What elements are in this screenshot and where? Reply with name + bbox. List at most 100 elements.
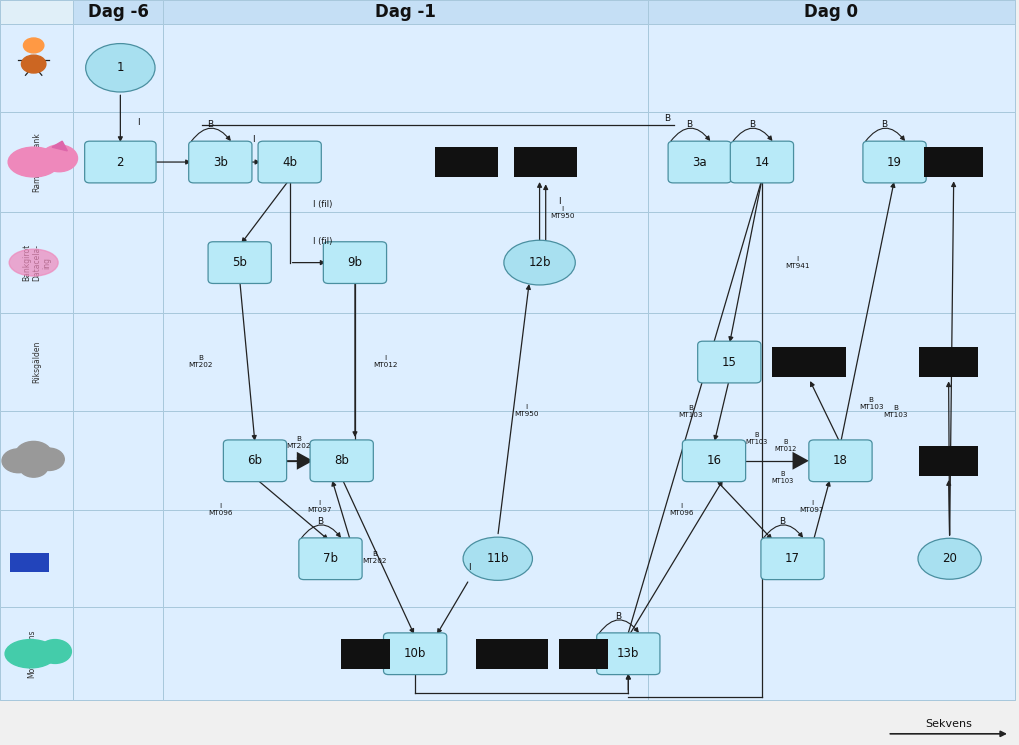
Text: Riksgälden: Riksgälden (33, 341, 41, 383)
Text: B
MT103: B MT103 (882, 405, 907, 418)
Text: 6b: 6b (248, 454, 262, 467)
Circle shape (34, 448, 64, 471)
Text: 17: 17 (785, 552, 799, 565)
FancyBboxPatch shape (85, 142, 156, 183)
Circle shape (41, 145, 77, 172)
Ellipse shape (86, 44, 155, 92)
FancyBboxPatch shape (163, 0, 647, 24)
Text: Dag -6: Dag -6 (88, 3, 149, 21)
Text: 5b: 5b (232, 256, 247, 269)
Text: I: I (468, 563, 470, 572)
Circle shape (19, 456, 48, 478)
Circle shape (21, 55, 46, 73)
FancyBboxPatch shape (558, 639, 607, 669)
Text: I
MT097: I MT097 (307, 500, 331, 513)
Text: Sekvens: Sekvens (924, 719, 971, 729)
Text: B
MT012: B MT012 (773, 440, 796, 452)
FancyBboxPatch shape (163, 112, 647, 212)
Polygon shape (297, 451, 313, 470)
Text: I (fil): I (fil) (313, 237, 331, 247)
Text: B: B (663, 114, 669, 124)
Text: I: I (557, 197, 559, 206)
Text: B
MT202: B MT202 (285, 436, 311, 448)
Text: I: I (252, 135, 254, 145)
FancyBboxPatch shape (163, 24, 647, 112)
Text: B
MT103: B MT103 (858, 398, 882, 410)
FancyBboxPatch shape (258, 142, 321, 183)
FancyBboxPatch shape (73, 411, 163, 510)
FancyBboxPatch shape (73, 24, 163, 112)
FancyBboxPatch shape (647, 510, 1014, 607)
Text: 16: 16 (706, 454, 720, 467)
FancyBboxPatch shape (0, 0, 1014, 700)
Text: I
MT950: I MT950 (549, 206, 574, 219)
Text: 7b: 7b (323, 552, 337, 565)
Text: B: B (779, 517, 785, 526)
Text: B: B (614, 612, 621, 621)
FancyBboxPatch shape (923, 148, 982, 177)
Text: B
MT202: B MT202 (362, 551, 386, 564)
FancyBboxPatch shape (0, 607, 73, 700)
Text: B: B (686, 120, 692, 130)
FancyBboxPatch shape (647, 112, 1014, 212)
Circle shape (15, 441, 52, 469)
Text: Swift: Swift (33, 451, 41, 470)
Circle shape (39, 639, 71, 664)
FancyBboxPatch shape (323, 242, 386, 284)
Ellipse shape (503, 241, 575, 285)
FancyBboxPatch shape (73, 313, 163, 411)
Text: Ramavtalsbank: Ramavtalsbank (33, 132, 41, 192)
FancyBboxPatch shape (223, 440, 286, 482)
FancyBboxPatch shape (163, 212, 647, 313)
Text: B
MT103: B MT103 (745, 432, 767, 445)
Ellipse shape (9, 250, 58, 276)
Text: FK: FK (33, 63, 41, 72)
FancyBboxPatch shape (667, 142, 731, 183)
FancyBboxPatch shape (73, 510, 163, 607)
FancyBboxPatch shape (0, 212, 73, 313)
Circle shape (2, 448, 35, 473)
FancyBboxPatch shape (73, 0, 163, 24)
FancyBboxPatch shape (808, 440, 871, 482)
FancyBboxPatch shape (73, 112, 163, 212)
FancyBboxPatch shape (647, 607, 1014, 700)
Text: I
MT950: I MT950 (514, 405, 538, 417)
Text: B: B (748, 120, 754, 130)
Text: B
MT103: B MT103 (770, 471, 793, 484)
FancyBboxPatch shape (0, 24, 73, 112)
Text: 19: 19 (887, 156, 901, 168)
Text: 9b: 9b (347, 256, 362, 269)
FancyBboxPatch shape (0, 112, 73, 212)
Text: 3b: 3b (213, 156, 227, 168)
FancyBboxPatch shape (918, 347, 977, 377)
FancyBboxPatch shape (514, 148, 577, 177)
FancyBboxPatch shape (163, 411, 647, 510)
FancyBboxPatch shape (299, 538, 362, 580)
Text: 11b: 11b (486, 552, 508, 565)
Text: 18: 18 (833, 454, 847, 467)
Text: 2: 2 (116, 156, 124, 168)
Text: B
MT103: B MT103 (678, 405, 702, 418)
Text: 8b: 8b (334, 454, 348, 467)
FancyBboxPatch shape (771, 347, 845, 377)
FancyBboxPatch shape (862, 142, 925, 183)
Text: 3a: 3a (692, 156, 706, 168)
Ellipse shape (5, 639, 56, 668)
FancyBboxPatch shape (0, 313, 73, 411)
Text: B
MT202: B MT202 (189, 355, 213, 368)
FancyBboxPatch shape (697, 341, 760, 383)
Text: I
MT097: I MT097 (799, 500, 823, 513)
FancyBboxPatch shape (730, 142, 793, 183)
FancyBboxPatch shape (0, 0, 73, 24)
FancyBboxPatch shape (918, 446, 977, 476)
Text: I
MT096: I MT096 (668, 504, 693, 516)
Text: B: B (317, 517, 323, 526)
FancyBboxPatch shape (73, 212, 163, 313)
Text: RIX: RIX (33, 552, 41, 565)
FancyBboxPatch shape (647, 313, 1014, 411)
Text: 1: 1 (116, 61, 124, 74)
FancyBboxPatch shape (647, 24, 1014, 112)
Ellipse shape (8, 148, 59, 177)
Text: B: B (880, 120, 887, 130)
FancyBboxPatch shape (10, 553, 49, 572)
